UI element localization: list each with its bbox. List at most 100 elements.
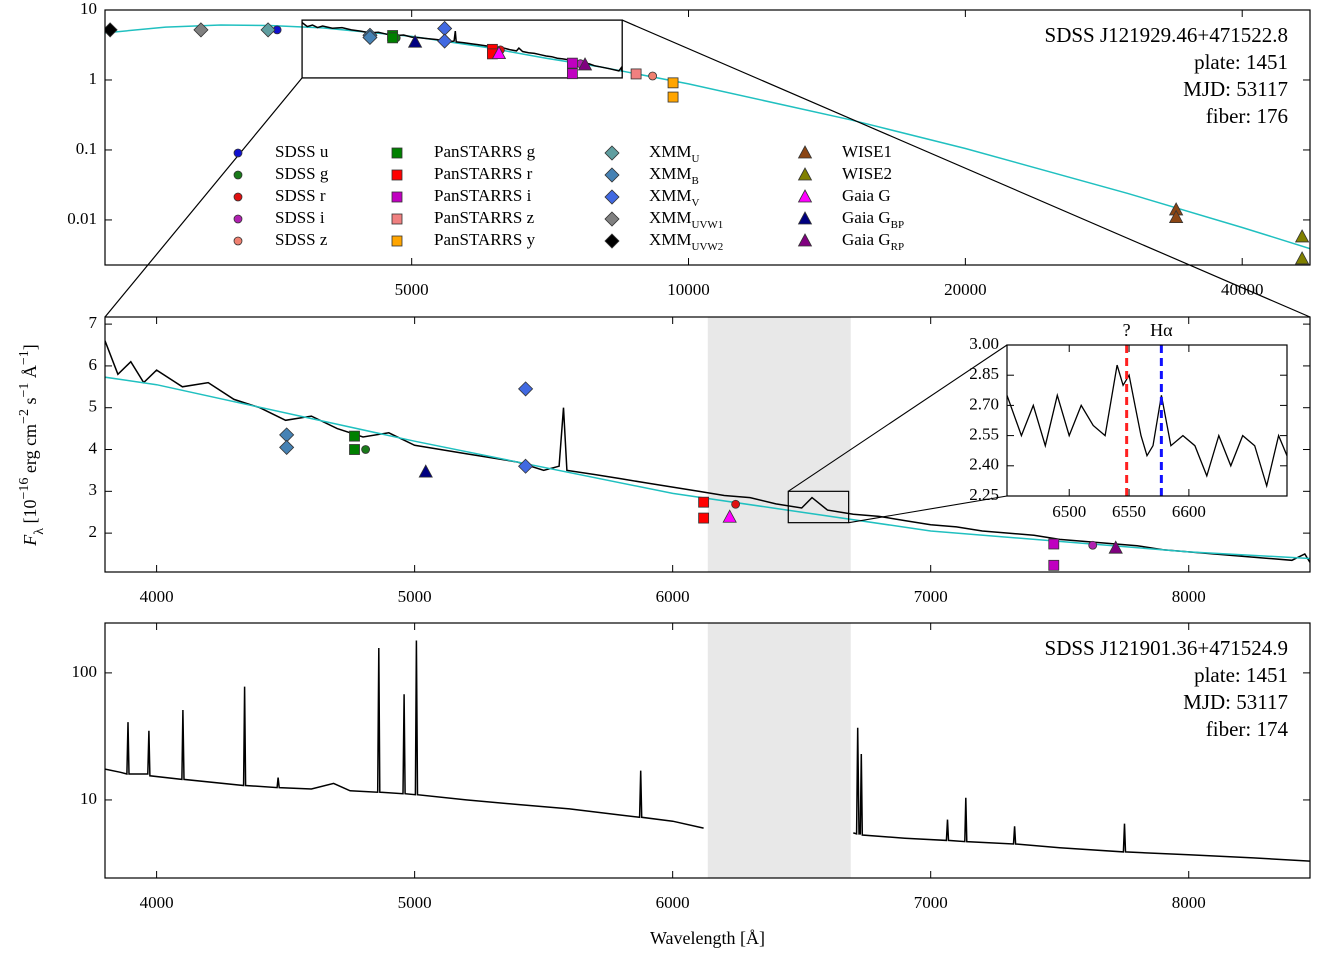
y-axis-label-part: −2 (17, 409, 32, 424)
marker (437, 33, 453, 49)
marker (391, 169, 403, 181)
y-tick-label: 6 (89, 355, 98, 374)
info-text: MJD: 53117 (1183, 77, 1288, 101)
marker (407, 34, 423, 48)
plot-frame (1006, 344, 1288, 497)
y-axis-label-part: −1 (17, 350, 32, 365)
legend-label: PanSTARRS y (434, 230, 536, 249)
x-tick-label: 5000 (395, 280, 429, 299)
y-tick-label: 2 (89, 522, 98, 541)
marker (667, 91, 679, 103)
marker (418, 464, 433, 478)
plot-frame (104, 316, 1311, 573)
x-tick-label: 6550 (1112, 502, 1146, 521)
marker (604, 233, 620, 249)
zoom-box (301, 19, 623, 79)
marker (698, 496, 710, 508)
y-tick-label: 2.85 (969, 364, 999, 383)
x-tick-label: 5000 (398, 587, 432, 606)
legend-name: XMM (649, 230, 692, 249)
legend-name: PanSTARRS y (434, 230, 536, 249)
y-axis-label-part: ] (20, 344, 40, 350)
x-tick-label: 20000 (944, 280, 987, 299)
zoom-connector (621, 19, 1311, 318)
marker (233, 192, 243, 202)
marker (566, 68, 578, 80)
marker (1168, 209, 1184, 223)
info-text: SDSS J121929.46+471522.8 (1045, 23, 1288, 47)
marker (698, 512, 710, 524)
marker (722, 509, 737, 523)
legend-label: XMMV (649, 186, 700, 209)
legend-name: WISE1 (842, 142, 892, 161)
y-tick-label: 7 (89, 313, 98, 332)
legend-label: PanSTARRS i (434, 186, 532, 205)
marker (797, 211, 813, 225)
legend-name: SDSS i (275, 208, 325, 227)
legend-label: XMMB (649, 164, 699, 187)
x-tick-label: 4000 (140, 893, 174, 912)
marker (233, 148, 243, 158)
marker (604, 145, 620, 161)
x-tick-label: 6000 (656, 587, 690, 606)
plot-frame (104, 9, 1311, 266)
y-axis-label-part: λ (32, 528, 47, 535)
legend-label: SDSS z (275, 230, 328, 249)
inset-connector (787, 344, 1008, 492)
marker (391, 235, 403, 247)
legend-sub: V (692, 197, 700, 209)
legend-sub: U (692, 153, 700, 165)
info-text: plate: 1451 (1194, 50, 1288, 74)
marker (630, 68, 642, 80)
y-axis-label-part: erg cm (20, 424, 40, 478)
legend-label: WISE2 (842, 164, 892, 183)
marker (349, 444, 360, 455)
legend-name: SDSS g (275, 164, 329, 183)
y-axis-label-part: −1 (17, 383, 32, 398)
marker (260, 22, 276, 38)
marker (391, 213, 403, 225)
inset-connector (848, 495, 1008, 524)
marker (604, 211, 620, 227)
x-axis-label: Wavelength [Å] (650, 928, 765, 948)
model-curve (105, 376, 1310, 560)
legend-label: Gaia G (842, 186, 891, 205)
marker (518, 458, 534, 474)
legend-label: SDSS g (275, 164, 329, 183)
y-axis-label: Fλ [10−16 erg cm−2 s−1 Å−1] (17, 344, 47, 547)
inset-zoom-box (787, 490, 850, 524)
x-tick-label: 6000 (656, 893, 690, 912)
marker (731, 499, 741, 509)
marker (518, 381, 534, 397)
marker (233, 170, 243, 180)
x-tick-label: 8000 (1172, 587, 1206, 606)
legend-label: PanSTARRS z (434, 208, 535, 227)
marker (233, 236, 243, 246)
info-text: plate: 1451 (1194, 663, 1288, 687)
y-tick-label: 4 (89, 438, 98, 457)
marker (566, 57, 578, 69)
marker (391, 147, 403, 159)
x-tick-label: 4000 (140, 587, 174, 606)
legend-name: Gaia G (842, 186, 891, 205)
model-curve (105, 24, 1310, 250)
marker (279, 439, 295, 455)
marker (491, 45, 507, 60)
y-tick-label: 2.40 (969, 455, 999, 474)
marker (362, 29, 378, 46)
y-tick-label: 5 (89, 397, 98, 416)
spectrum-line (105, 640, 1310, 862)
legend-name: PanSTARRS z (434, 208, 535, 227)
legend-sub: UVW2 (692, 241, 724, 253)
legend-label: PanSTARRS r (434, 164, 533, 183)
legend-label: Gaia GBP (842, 208, 904, 231)
legend-name: PanSTARRS r (434, 164, 533, 183)
marker (1088, 540, 1098, 550)
x-tick-label: 5000 (398, 893, 432, 912)
legend-name: XMM (649, 142, 692, 161)
marker (797, 167, 813, 181)
legend-sub: UVW1 (692, 219, 724, 231)
y-tick-label: 1 (89, 69, 98, 88)
